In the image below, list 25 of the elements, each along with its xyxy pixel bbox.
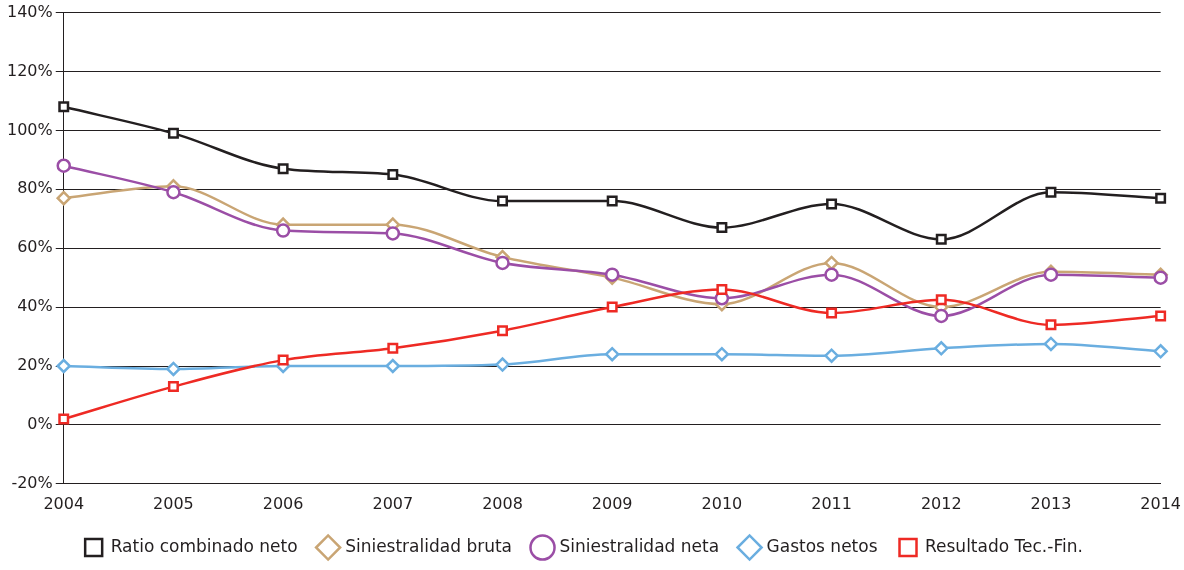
y-tick-label: 80% (17, 178, 53, 198)
legend-label: Gastos netos (766, 535, 878, 556)
x-tick-label: 2009 (591, 493, 633, 513)
x-tick-label: 2005 (153, 493, 194, 513)
x-tick-label: 2012 (920, 493, 962, 513)
x-tick-label: 2004 (43, 493, 85, 513)
x-tick-label: 2007 (372, 493, 414, 513)
x-tick-label: 2010 (701, 493, 743, 513)
y-tick-label: 60% (17, 237, 53, 257)
legend-label: Siniestralidad neta (559, 535, 720, 556)
y-tick-label: -20% (11, 472, 53, 492)
x-tick-label: 2013 (1030, 493, 1072, 513)
y-tick-label: 100% (6, 119, 53, 139)
y-tick-label: 140% (6, 1, 53, 21)
x-tick-label: 2008 (482, 493, 523, 513)
y-tick-label: 120% (6, 60, 53, 80)
x-tick-label: 2014 (1140, 493, 1181, 513)
legend-label: Resultado Tec.-Fin. (925, 535, 1083, 556)
y-tick-label: 20% (17, 355, 53, 375)
y-tick-label: 40% (17, 296, 53, 316)
y-tick-label: 0% (27, 414, 53, 434)
x-tick-label: 2011 (811, 493, 852, 513)
legend-label: Siniestralidad bruta (345, 535, 513, 556)
legend-label: Ratio combinado neto (110, 535, 298, 556)
x-tick-label: 2006 (262, 493, 304, 513)
